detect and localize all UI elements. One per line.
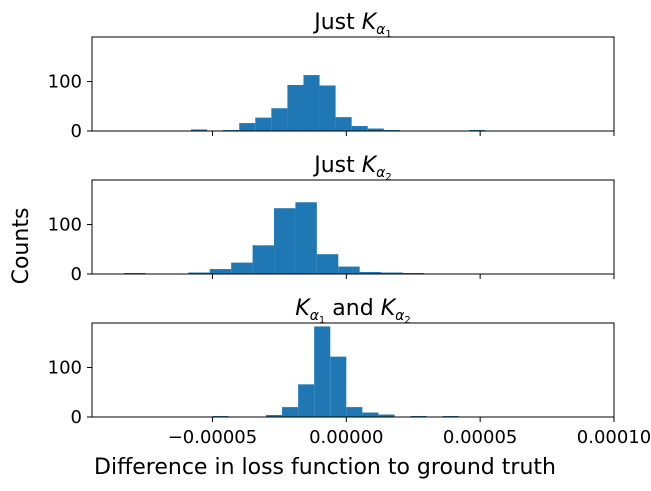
x-tick-label: −0.00005 <box>168 427 258 448</box>
histogram-bar <box>287 84 304 131</box>
histogram-bar <box>378 414 395 417</box>
histogram-bar <box>338 266 360 274</box>
y-tick-label: 0 <box>71 264 82 285</box>
y-tick-label: 100 <box>48 72 82 93</box>
x-tick-label: 0.00010 <box>577 427 651 448</box>
panel-title: Kα1 and Kα2 <box>295 296 410 326</box>
histogram-bar <box>209 269 232 274</box>
histogram-bar <box>239 123 256 131</box>
histogram-bar <box>359 272 382 274</box>
y-axis-label: Counts <box>9 208 34 285</box>
x-tick-label: 0.00005 <box>443 427 517 448</box>
histogram-bar <box>231 262 253 274</box>
axes-frame <box>91 179 615 275</box>
histogram-bar <box>303 75 320 131</box>
panel-title: Just Kα1 <box>312 10 392 40</box>
histogram-bar <box>271 108 288 131</box>
histogram-bar <box>381 272 403 274</box>
panel-title: Just Kα2 <box>312 153 392 183</box>
axes-frame <box>91 322 615 418</box>
y-tick-label: 100 <box>48 358 82 379</box>
histogram-bar <box>252 245 275 274</box>
histogram-bar <box>346 407 363 417</box>
histogram-bar <box>319 85 336 131</box>
histogram-bar <box>314 326 331 417</box>
y-tick-label: 0 <box>71 121 82 142</box>
y-tick-label: 100 <box>48 215 82 236</box>
histogram-panel-1: 0 100 Just Kα1 <box>48 10 615 142</box>
axes-frame <box>91 36 615 132</box>
histogram-bar <box>295 202 317 274</box>
x-axis-label: Difference in loss function to ground tr… <box>94 455 556 480</box>
histogram-bar <box>191 129 208 131</box>
histogram-bar <box>330 356 347 417</box>
histogram-bar <box>335 117 352 131</box>
histogram-bar <box>188 272 210 274</box>
histogram-bar <box>282 407 299 417</box>
histogram-bar <box>316 254 339 274</box>
histogram-panel-2: 0 100 Just Kα2 <box>48 153 615 285</box>
histogram-bar <box>274 208 296 274</box>
histogram-bar <box>255 117 272 131</box>
histogram-bar <box>362 412 379 417</box>
y-tick-label: 0 <box>71 407 82 428</box>
histogram-bar <box>266 415 283 417</box>
x-tick-label: 0.00000 <box>309 427 383 448</box>
histogram-bar <box>367 128 384 131</box>
histogram-bar <box>298 384 315 417</box>
histogram-bar <box>351 126 368 131</box>
histogram-panel-3: 0 100 −0.00005 0.00000 0.00005 0.00010 Kα1 and… <box>48 296 651 448</box>
